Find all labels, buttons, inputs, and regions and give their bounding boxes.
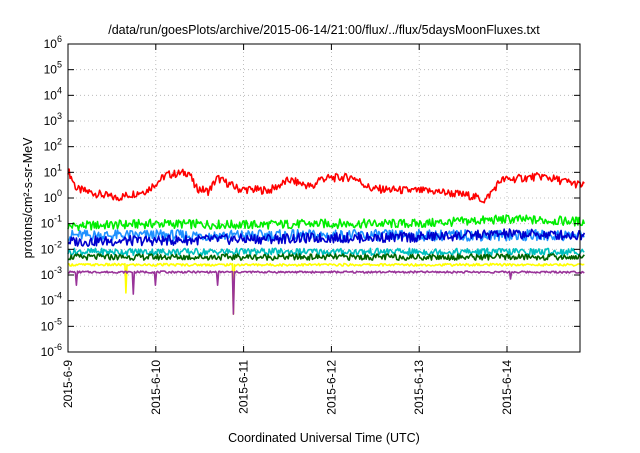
y-tick-label: 106: [44, 34, 62, 51]
flux-series-line: [67, 228, 586, 247]
y-tick-label: 10-6: [41, 342, 62, 359]
flux-series-line: [67, 168, 585, 204]
x-axis-label: Coordinated Universal Time (UTC): [228, 431, 420, 445]
flux-series-line: [67, 247, 585, 257]
grid-lines: [68, 44, 580, 352]
y-tick-label: 101: [44, 162, 62, 179]
y-tick-label: 10-1: [41, 214, 62, 231]
y-tick-label: 104: [44, 85, 62, 102]
series-lines: [67, 168, 586, 315]
y-tick-label: 105: [44, 60, 62, 77]
chart-title: /data/run/goesPlots/archive/2015-06-14/2…: [108, 23, 540, 37]
x-tick-label: 2015-6-11: [237, 360, 251, 414]
y-tick-label: 10-3: [41, 265, 62, 282]
y-tick-label: 103: [44, 111, 62, 128]
flux-series-line: [67, 262, 585, 315]
y-tick-label: 100: [44, 188, 62, 205]
y-tick-label: 10-5: [41, 316, 62, 333]
flux-series-line: [68, 270, 585, 315]
y-tick-label: 102: [44, 137, 62, 154]
flux-series-line: [67, 253, 585, 261]
x-tick-label: 2015-6-14: [500, 360, 514, 415]
y-axis-label: protons/cm²-s-sr-MeV: [21, 137, 35, 259]
flux-series-line: [67, 214, 586, 232]
y-tick-label: 10-4: [41, 291, 62, 308]
y-tick-label: 10-2: [41, 239, 62, 256]
x-tick-label: 2015-6-12: [324, 360, 338, 415]
x-tick-label: 2015-6-9: [61, 360, 75, 408]
x-tick-label: 2015-6-10: [149, 360, 163, 415]
x-tick-label: 2015-6-13: [412, 360, 426, 415]
axes: 10-6 10-5 10-4 10-3 10-2 10-1 100 101 102 103 104 1…: [41, 34, 580, 415]
